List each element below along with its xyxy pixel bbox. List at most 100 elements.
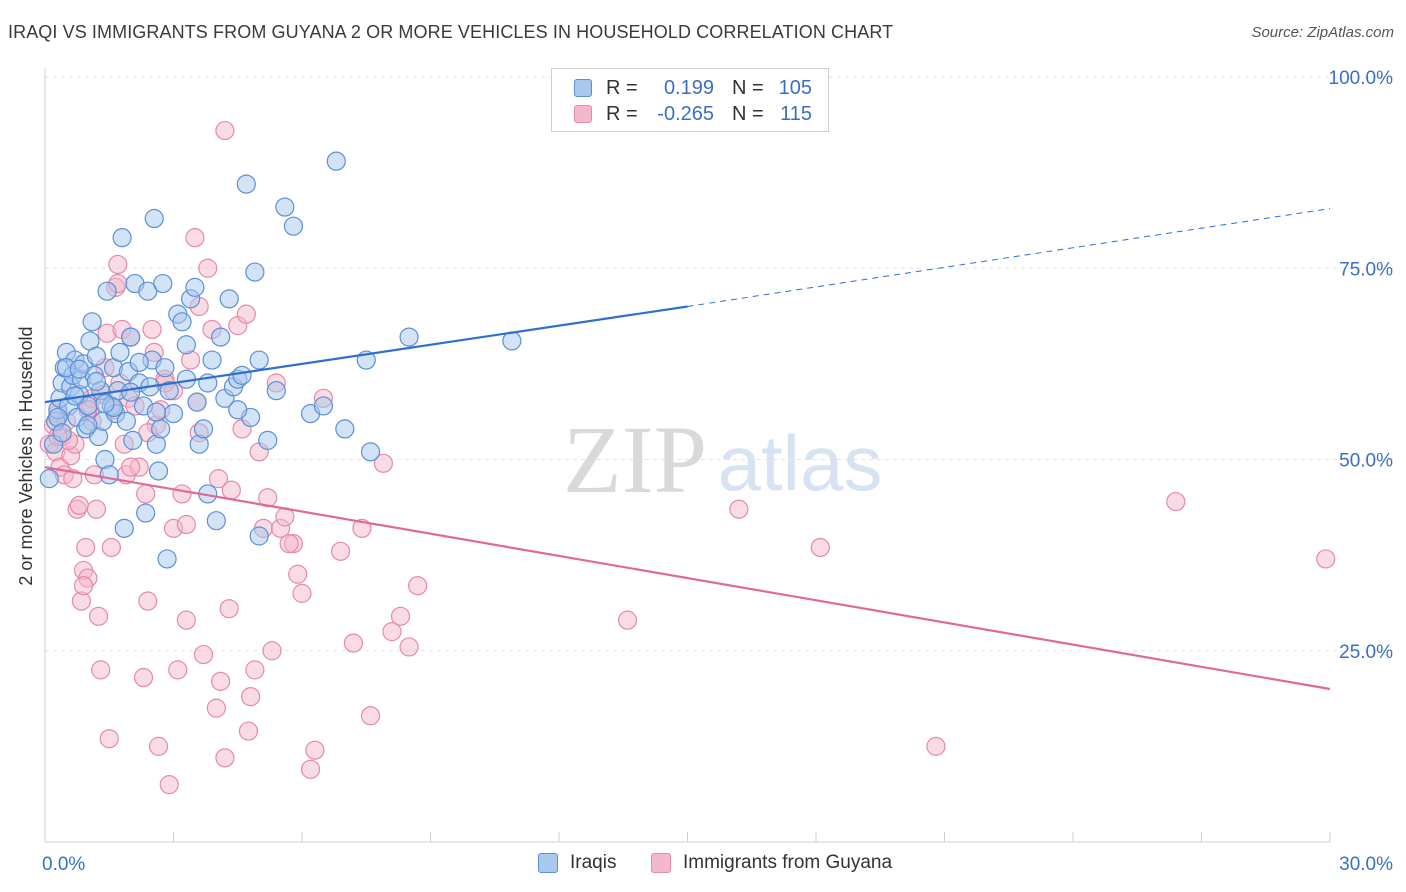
guyana-point [926, 736, 946, 756]
iraqi-point [151, 419, 171, 439]
iraqi-point [249, 526, 269, 546]
guyana-point [193, 644, 214, 665]
iraqi-point [99, 465, 119, 485]
legend-row-iraqi: R = 0.199 N = 105 [574, 76, 812, 100]
guyana-point [236, 304, 256, 324]
guyana-point [238, 721, 259, 741]
legend-label-iraqi: Iraqis [570, 852, 617, 873]
iraqi-point [116, 411, 136, 431]
guyana-point [300, 759, 321, 779]
iraqi-point [159, 381, 179, 401]
iraqi-point [313, 396, 334, 416]
iraqi-point [283, 216, 304, 236]
guyana-point [330, 541, 351, 561]
guyana-point [352, 518, 372, 538]
iraqi-point [97, 281, 117, 301]
trend-lines [44, 208, 1331, 691]
iraqi-trend-line [44, 305, 688, 404]
legend-r-value-iraqi: 0.199 [663, 76, 714, 99]
guyana-point [219, 599, 239, 619]
iraqi-point [69, 359, 89, 379]
guyana-point [176, 610, 196, 630]
guyana-point [172, 484, 192, 504]
guyana-point [382, 622, 402, 642]
guyana-point [91, 660, 111, 680]
guyana-point [88, 606, 109, 626]
legend-r-label: R = [606, 102, 638, 125]
guyana-point [63, 469, 83, 489]
guyana-point [1166, 491, 1186, 512]
iraqi-point [172, 312, 192, 332]
legend-swatch-iraqi [538, 853, 558, 873]
watermark: ZIP atlas [563, 406, 882, 513]
iraqi-point [157, 549, 177, 569]
iraqi-point [110, 342, 130, 362]
iraqi-point [206, 511, 226, 531]
guyana-point [292, 583, 312, 603]
iraqi-point [266, 381, 286, 401]
guyana-point [138, 591, 158, 611]
legend-n-value-iraqi: 105 [778, 76, 812, 99]
grid-lines [45, 76, 1393, 652]
y-tick-label: 75.0% [1339, 259, 1393, 280]
iraqi-point [39, 469, 59, 489]
guyana-point [279, 534, 299, 554]
watermark-atlas: atlas [718, 419, 883, 507]
iraqi-point [86, 346, 107, 366]
iraqi-point [153, 273, 173, 294]
iraqi-point [138, 281, 158, 301]
guyana-point [176, 514, 196, 535]
legend-n-value-guyana: 115 [780, 102, 812, 125]
guyana-point [101, 537, 121, 558]
iraqi-point [114, 518, 134, 538]
legend-label-guyana: Immigrants from Guyana [683, 852, 893, 873]
guyana-point [343, 633, 363, 653]
iraqi-point [258, 430, 278, 450]
legend-swatch-guyana [574, 105, 592, 123]
legend-item-guyana: Immigrants from Guyana [651, 852, 892, 874]
tick-labels: 25.0% 50.0% 75.0% 100.0% 0.0% 30.0% [42, 68, 1393, 875]
iraqi-point [78, 415, 98, 435]
guyana-point [399, 637, 419, 657]
iraqi-points [39, 151, 522, 569]
legend-row-guyana: R = -0.265 N = 115 [574, 102, 812, 126]
iraqi-point [275, 197, 295, 217]
iraqi-point [399, 327, 419, 347]
iraqi-point [335, 419, 355, 439]
chart-title: IRAQI VS IMMIGRANTS FROM GUYANA 2 OR MOR… [8, 22, 894, 42]
iraqi-point [155, 358, 175, 378]
iraqi-trend-extension [687, 208, 1331, 307]
x-tick-label-min: 0.0% [42, 854, 85, 875]
guyana-point [159, 775, 179, 795]
legend-n-label: N = [732, 76, 764, 99]
iraqi-point [360, 442, 381, 462]
guyana-point [373, 453, 393, 473]
guyana-point [241, 687, 261, 707]
iraqi-point [129, 352, 149, 372]
guyana-point [76, 537, 96, 558]
iraqi-point [136, 503, 156, 523]
axes [44, 68, 1331, 843]
legend-item-iraqi: Iraqis [538, 852, 616, 874]
guyana-point [245, 660, 265, 680]
iraqi-point [82, 312, 102, 332]
iraqi-point [326, 151, 346, 171]
guyana-point [121, 457, 141, 477]
iraqi-point [232, 365, 252, 385]
guyana-point [168, 660, 188, 680]
iraqi-point [86, 371, 107, 392]
guyana-point [73, 576, 94, 596]
guyana-point [108, 254, 128, 275]
iraqi-point [146, 402, 166, 422]
guyana-point [211, 671, 231, 691]
legend-n-label: N = [732, 102, 764, 125]
guyana-trend-line [44, 466, 1331, 691]
iraqi-point [112, 228, 132, 248]
guyana-point [408, 576, 428, 596]
iraqi-point [123, 430, 143, 450]
x-tick-label-max: 30.0% [1339, 854, 1393, 875]
guyana-point [617, 610, 638, 630]
guyana-point [262, 641, 282, 661]
guyana-point [305, 740, 325, 760]
